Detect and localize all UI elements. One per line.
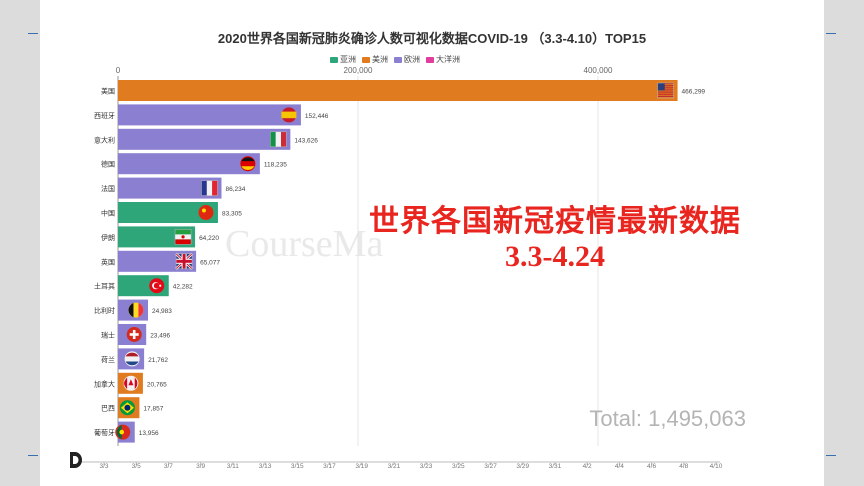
value-label: 20,765 bbox=[147, 381, 167, 388]
italy-flag bbox=[270, 131, 287, 148]
legend-item-europe[interactable]: 欧洲 bbox=[394, 54, 420, 65]
bar bbox=[118, 153, 260, 175]
value-label: 152,446 bbox=[305, 113, 329, 120]
left-edge-line bbox=[28, 33, 38, 34]
category-label: 伊朗 bbox=[101, 233, 115, 242]
uk-flag bbox=[175, 252, 193, 270]
timeline-label: 3/15 bbox=[291, 463, 304, 470]
category-label: 土耳其 bbox=[94, 282, 115, 291]
brazil-flag bbox=[119, 400, 135, 416]
legend-swatch bbox=[426, 56, 434, 63]
category-label: 西班牙 bbox=[94, 111, 115, 120]
value-label: 86,234 bbox=[225, 186, 245, 193]
timeline-label: 3/11 bbox=[227, 463, 240, 470]
x-tick-label: 0 bbox=[116, 66, 121, 75]
turkey-flag bbox=[149, 278, 165, 294]
bar bbox=[118, 128, 291, 150]
legend-swatch bbox=[394, 56, 402, 63]
bar bbox=[118, 104, 301, 126]
overlay-headline: 世界各国新冠疫情最新数据 bbox=[369, 204, 741, 239]
chart-title: 2020世界各国新冠肺炎确诊人数可视化数据COVID-19 （3.3-4.10）… bbox=[217, 31, 647, 46]
category-label: 美国 bbox=[101, 87, 115, 96]
timeline-label: 3/3 bbox=[99, 463, 108, 470]
china-flag bbox=[198, 205, 214, 220]
timeline-label: 3/5 bbox=[132, 463, 141, 470]
overlay-dates: 3.3-4.24 bbox=[505, 240, 605, 273]
timeline-label: 3/31 bbox=[549, 463, 562, 470]
value-label: 118,235 bbox=[264, 162, 287, 169]
value-label: 17,857 bbox=[143, 406, 163, 413]
timeline-label: 3/17 bbox=[323, 463, 336, 470]
timeline-label: 4/10 bbox=[710, 463, 723, 470]
value-label: 64,220 bbox=[199, 235, 219, 242]
germany-flag bbox=[240, 156, 256, 172]
legend: 亚洲 美洲 欧洲 大洋洲 bbox=[330, 54, 460, 65]
value-label: 466,299 bbox=[682, 89, 706, 96]
bar bbox=[118, 202, 218, 223]
timeline-label: 3/29 bbox=[516, 463, 529, 470]
bar bbox=[118, 80, 678, 101]
category-label: 荷兰 bbox=[101, 355, 115, 364]
legend-swatch bbox=[362, 56, 370, 63]
bar bbox=[118, 177, 222, 199]
timeline-label: 3/21 bbox=[388, 463, 401, 470]
watermark: CourseMa bbox=[225, 223, 384, 265]
iran-flag bbox=[174, 229, 192, 245]
left-edge-line-bottom bbox=[28, 455, 38, 456]
france-flag bbox=[201, 180, 218, 196]
value-label: 42,282 bbox=[173, 284, 193, 291]
timeline-label: 3/13 bbox=[259, 463, 272, 470]
category-label: 巴西 bbox=[101, 405, 115, 413]
x-tick-label: 200,000 bbox=[344, 66, 373, 75]
right-edge-line bbox=[826, 33, 836, 34]
x-tick-label: 400,000 bbox=[584, 66, 613, 75]
us-flag bbox=[657, 82, 674, 99]
category-label: 葡萄牙 bbox=[94, 428, 115, 437]
spain-flag bbox=[281, 107, 297, 123]
player-logo-icon bbox=[70, 452, 82, 468]
category-label: 意大利 bbox=[94, 135, 115, 144]
value-label: 143,626 bbox=[294, 137, 318, 144]
canada-flag bbox=[123, 375, 139, 391]
value-label: 13,956 bbox=[139, 430, 159, 437]
category-label: 瑞士 bbox=[101, 331, 115, 340]
category-label: 比利时 bbox=[94, 306, 115, 315]
value-label: 65,077 bbox=[200, 259, 220, 266]
timeline-label: 3/9 bbox=[196, 463, 205, 470]
timeline-label: 4/4 bbox=[615, 463, 624, 470]
value-label: 21,762 bbox=[148, 357, 168, 364]
category-label: 德国 bbox=[101, 160, 115, 169]
total-count: Total: 1,495,063 bbox=[589, 406, 746, 431]
switzerland-flag bbox=[126, 327, 142, 342]
netherlands-flag bbox=[124, 351, 140, 367]
belgium-flag bbox=[128, 302, 144, 318]
legend-item-asia[interactable]: 亚洲 bbox=[330, 54, 356, 65]
legend-item-oceania[interactable]: 大洋洲 bbox=[426, 54, 460, 65]
category-label: 中国 bbox=[101, 209, 115, 218]
timeline-label: 3/7 bbox=[164, 463, 173, 470]
timeline-label: 3/23 bbox=[420, 463, 433, 470]
value-label: 83,305 bbox=[222, 211, 242, 218]
timeline-label: 4/6 bbox=[647, 463, 656, 470]
category-label: 英国 bbox=[101, 257, 115, 266]
category-label: 加拿大 bbox=[94, 379, 115, 388]
value-label: 24,983 bbox=[152, 308, 172, 315]
timeline-label: 4/2 bbox=[583, 463, 592, 470]
right-edge-line-bottom bbox=[826, 455, 836, 456]
legend-item-americas[interactable]: 美洲 bbox=[362, 54, 388, 65]
value-label: 23,496 bbox=[150, 333, 170, 340]
portugal-flag bbox=[115, 424, 131, 440]
legend-swatch bbox=[330, 56, 338, 63]
timeline-label: 4/8 bbox=[679, 463, 688, 470]
timeline-label: 3/25 bbox=[452, 463, 465, 470]
timeline-label: 3/27 bbox=[484, 463, 497, 470]
category-label: 法国 bbox=[101, 184, 115, 193]
timeline-label: 3/19 bbox=[355, 463, 368, 470]
